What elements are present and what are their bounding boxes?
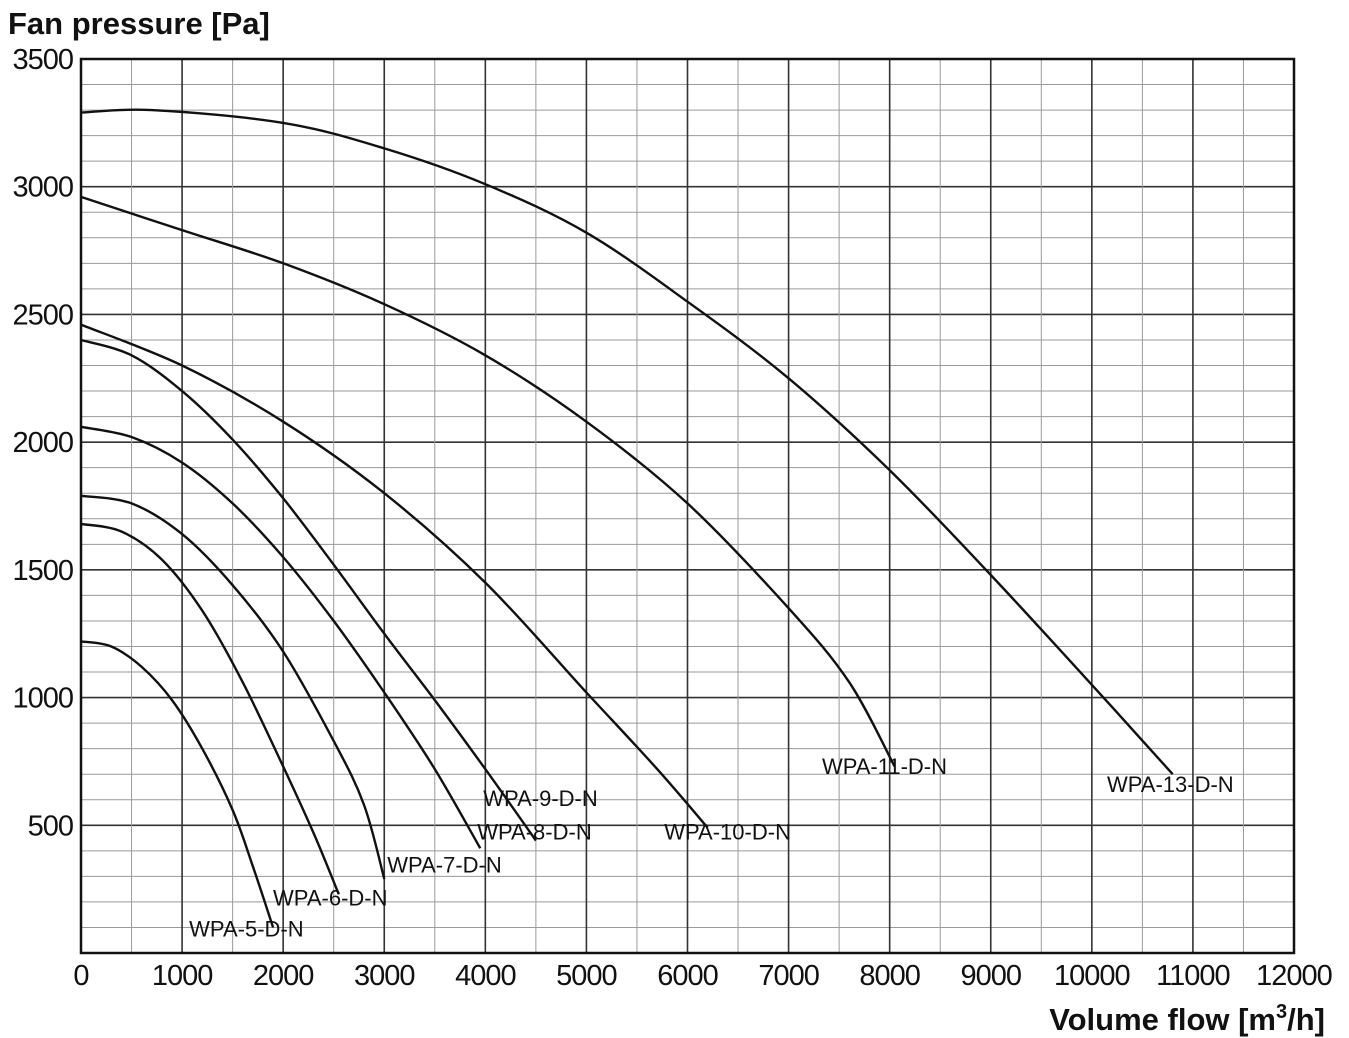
y-tick-label: 1500: [12, 555, 73, 587]
y-tick-label: 500: [28, 810, 73, 842]
curve-label-wpa-8-d-n: WPA-8-D-N: [477, 819, 591, 844]
curve-label-wpa-5-d-n: WPA-5-D-N: [189, 916, 303, 941]
tick-labels: 0 1000 2000 3000 4000 5000 6000 7000 8000 9000 100…: [12, 44, 1332, 992]
x-axis-title-main: Volume flow [m: [1049, 1002, 1276, 1037]
curve-label-wpa-10-d-n: WPA-10-D-N: [664, 819, 791, 844]
curve-wpa-13-d-n: [80, 108, 1174, 776]
curve-wpa-11-d-n: [80, 195, 896, 768]
x-tick-label: 8000: [859, 960, 920, 992]
x-axis-title-sup: 3: [1276, 1001, 1287, 1023]
x-tick-label: 4000: [455, 960, 516, 992]
curve-label-wpa-13-d-n: WPA-13-D-N: [1107, 772, 1234, 797]
curve-wpa-6-d-n: [80, 522, 340, 895]
x-tick-label: 11000: [1156, 960, 1230, 992]
x-tick-label: 6000: [657, 960, 718, 992]
y-tick-label: 3500: [12, 44, 73, 76]
curve-label-wpa-9-d-n: WPA-9-D-N: [483, 786, 597, 811]
x-tick-label: 5000: [556, 960, 617, 992]
curve-label-wpa-6-d-n: WPA-6-D-N: [273, 886, 387, 911]
x-tick-label: 9000: [960, 960, 1021, 992]
y-tick-label: 3000: [12, 172, 73, 204]
curve-wpa-7-d-n: [80, 494, 386, 880]
x-tick-label: 10000: [1054, 960, 1130, 992]
curve-wpa-5-d-n: [80, 640, 275, 928]
curve-wpa-10-d-n: [80, 323, 709, 829]
y-tick-label: 1000: [12, 683, 73, 715]
fan-curves: [80, 108, 1174, 928]
y-axis-title: Fan pressure [Pa]: [8, 6, 270, 41]
x-tick-label: 3000: [354, 960, 415, 992]
x-tick-label: 12000: [1256, 960, 1332, 992]
curve-wpa-8-d-n: [80, 425, 482, 849]
x-axis-title: Volume flow [m3/h]: [1049, 1001, 1325, 1037]
curve-label-wpa-11-d-n: WPA-11-D-N: [822, 754, 947, 779]
x-axis-title-end: /h]: [1287, 1002, 1325, 1037]
x-tick-label: 0: [73, 960, 88, 992]
x-tick-label: 7000: [758, 960, 819, 992]
curve-wpa-9-d-n: [80, 338, 537, 842]
x-tick-label: 1000: [152, 960, 213, 992]
curve-label-wpa-7-d-n: WPA-7-D-N: [387, 853, 501, 878]
plot-frame: [79, 57, 1296, 955]
y-tick-label: 2500: [12, 299, 73, 331]
grid: [79, 57, 1296, 955]
y-tick-label: 2000: [12, 427, 73, 459]
x-tick-label: 2000: [253, 960, 314, 992]
